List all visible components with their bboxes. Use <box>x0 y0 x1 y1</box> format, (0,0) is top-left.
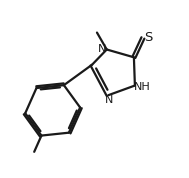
Text: S: S <box>144 31 152 44</box>
Text: N: N <box>98 44 106 54</box>
Text: NH: NH <box>134 82 151 92</box>
Text: N: N <box>105 95 113 105</box>
